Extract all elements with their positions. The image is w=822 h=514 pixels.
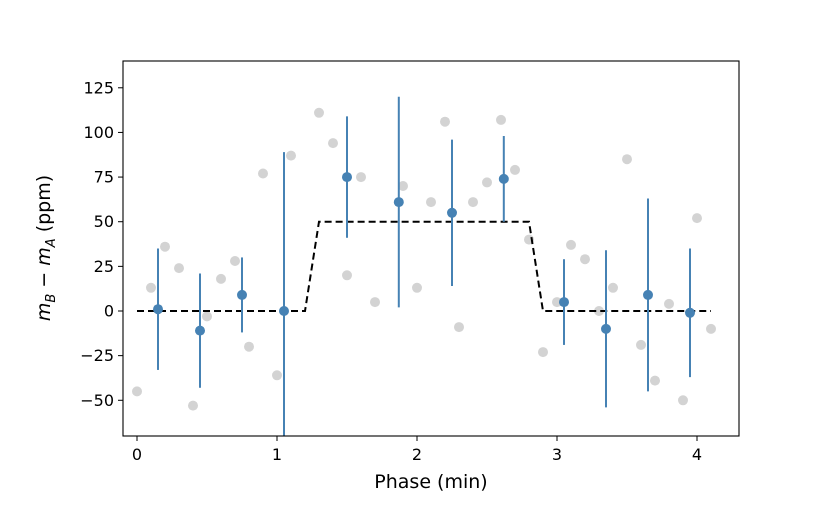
binned-point xyxy=(153,304,163,315)
unbinned-point xyxy=(552,297,562,308)
unbinned-point xyxy=(636,339,646,350)
unbinned-point xyxy=(664,298,674,309)
y-axis-label: mB − mA (ppm) xyxy=(33,175,59,321)
binned-point xyxy=(279,306,289,316)
unbinned-point xyxy=(370,297,380,308)
unbinned-point xyxy=(160,241,170,252)
unbinned-point xyxy=(342,270,352,281)
unbinned-point xyxy=(510,164,520,175)
binned-point xyxy=(685,307,695,318)
binned-point xyxy=(601,323,611,334)
unbinned-point xyxy=(538,347,548,358)
unbinned-point xyxy=(622,154,632,165)
binned-point xyxy=(393,197,404,208)
unbinned-point xyxy=(328,138,338,149)
y-axis-ticks: −50 −25 0 25 50 75 100 125 xyxy=(80,78,123,410)
binned-point xyxy=(643,289,653,300)
x-tick-label: 4 xyxy=(692,445,702,464)
y-label-m2: m xyxy=(33,247,55,266)
unbinned-point xyxy=(482,177,492,188)
binned-point xyxy=(237,289,247,300)
x-tick-label: 1 xyxy=(272,445,282,464)
unbinned-point xyxy=(286,150,296,161)
unbinned-point xyxy=(314,107,324,118)
unbinned-point xyxy=(272,370,282,381)
unbinned-point xyxy=(356,172,366,183)
y-label-sub2: A xyxy=(44,238,59,248)
binned-point xyxy=(195,325,205,336)
y-label-m1: m xyxy=(33,303,55,322)
unbinned-point xyxy=(174,263,184,274)
y-label-sub1: B xyxy=(44,294,59,303)
unbinned-point xyxy=(216,273,226,284)
model-line xyxy=(137,220,711,312)
x-tick-label: 2 xyxy=(412,445,422,464)
x-tick-label: 3 xyxy=(552,445,562,464)
y-tick-label: −50 xyxy=(80,391,114,410)
binned-points xyxy=(153,96,695,436)
y-tick-label: 0 xyxy=(104,302,114,321)
unbinned-points xyxy=(132,107,716,411)
y-tick-label: 25 xyxy=(94,257,114,276)
x-axis-label: Phase (min) xyxy=(374,471,487,493)
unbinned-point xyxy=(496,114,506,125)
binned-point xyxy=(447,207,457,218)
unbinned-point xyxy=(244,341,254,352)
unbinned-point xyxy=(608,282,618,293)
unbinned-point xyxy=(412,282,422,293)
y-tick-label: 75 xyxy=(94,168,114,187)
unbinned-point xyxy=(188,400,198,411)
unbinned-point xyxy=(650,375,660,386)
x-tick-label: 0 xyxy=(132,445,142,464)
y-label-minus: − xyxy=(33,266,55,294)
y-tick-label: 125 xyxy=(83,78,114,97)
unbinned-point xyxy=(594,306,604,316)
unbinned-point xyxy=(440,116,450,127)
unbinned-point xyxy=(706,323,716,334)
model-line-layer xyxy=(137,220,711,312)
y-tick-label: −25 xyxy=(80,346,114,365)
unbinned-point xyxy=(426,197,436,208)
x-axis-ticks: 0 1 2 3 4 xyxy=(132,436,702,464)
unbinned-point xyxy=(454,322,464,333)
unbinned-point xyxy=(230,256,240,266)
binned-point xyxy=(342,172,352,183)
unbinned-point xyxy=(468,197,478,208)
binned-point xyxy=(498,173,509,184)
axes-frame xyxy=(122,60,740,437)
unbinned-point xyxy=(580,254,590,265)
unbinned-point xyxy=(132,386,142,397)
unbinned-point xyxy=(146,282,156,293)
unbinned-point xyxy=(202,311,212,322)
unbinned-point xyxy=(398,181,408,191)
unbinned-point xyxy=(258,168,268,179)
y-label-unit: (ppm) xyxy=(33,175,55,239)
y-tick-label: 50 xyxy=(94,212,114,231)
y-tick-label: 100 xyxy=(83,123,114,142)
unbinned-point xyxy=(678,395,688,406)
unbinned-point xyxy=(692,213,702,224)
binned-point xyxy=(559,297,569,308)
unbinned-point xyxy=(566,239,576,250)
